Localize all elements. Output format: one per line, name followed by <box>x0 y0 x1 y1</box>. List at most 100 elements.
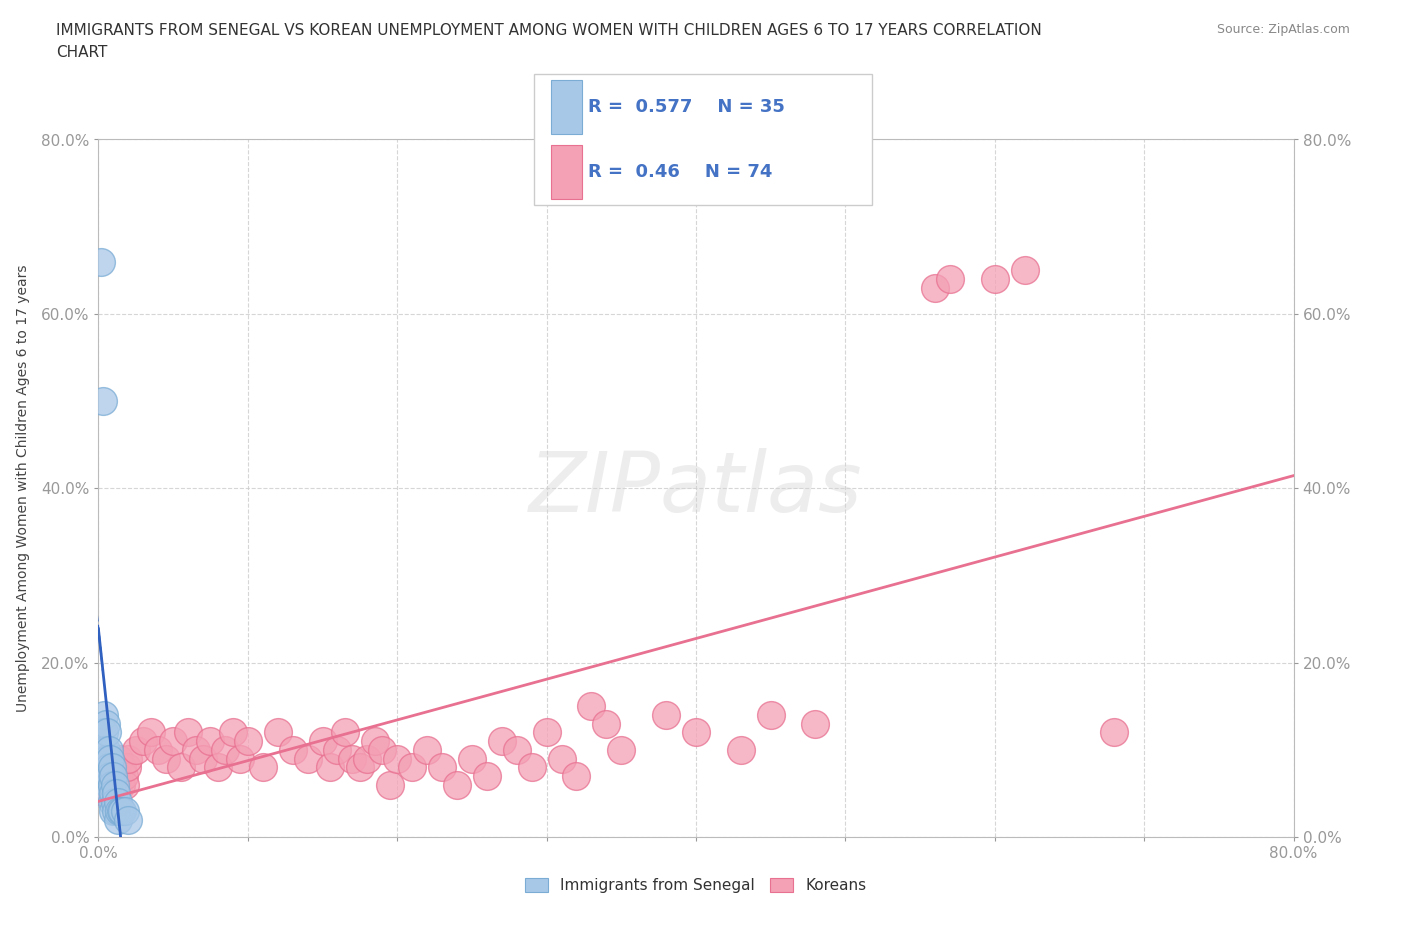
Point <box>371 742 394 757</box>
Point <box>105 786 128 801</box>
Y-axis label: Unemployment Among Women with Children Ages 6 to 17 years: Unemployment Among Women with Children A… <box>15 264 30 712</box>
Point <box>97 742 120 757</box>
Point <box>177 725 200 740</box>
Text: R =  0.577    N = 35: R = 0.577 N = 35 <box>588 98 785 116</box>
Point <box>491 734 513 749</box>
Point <box>110 804 132 818</box>
Point <box>155 751 177 766</box>
Point <box>107 812 129 827</box>
Point <box>97 777 120 792</box>
Point <box>115 760 138 775</box>
Point <box>94 742 117 757</box>
Point <box>730 742 752 757</box>
Point <box>96 760 118 775</box>
Point <box>565 768 588 783</box>
Point <box>430 760 453 775</box>
Point <box>108 804 131 818</box>
Point <box>112 768 135 783</box>
Point <box>100 751 122 766</box>
Point <box>229 751 252 766</box>
Point <box>506 742 529 757</box>
Point <box>252 760 274 775</box>
Point <box>96 725 118 740</box>
Point <box>385 751 409 766</box>
Point <box>924 280 946 295</box>
Point <box>461 751 484 766</box>
Point <box>105 804 128 818</box>
Point <box>236 734 259 749</box>
Point <box>93 751 115 766</box>
Point <box>200 734 222 749</box>
Point <box>342 751 364 766</box>
Point <box>207 760 229 775</box>
Point <box>111 804 134 818</box>
Point <box>104 777 127 792</box>
Point <box>520 760 543 775</box>
Point <box>333 725 356 740</box>
Point <box>416 742 439 757</box>
Point <box>94 760 117 775</box>
Point <box>319 760 342 775</box>
Point <box>107 768 129 783</box>
Point <box>100 768 122 783</box>
Point <box>191 751 214 766</box>
Text: R =  0.46    N = 74: R = 0.46 N = 74 <box>588 163 772 181</box>
Point <box>184 742 207 757</box>
Point <box>94 768 117 783</box>
Point <box>96 768 118 783</box>
Text: CHART: CHART <box>56 45 108 60</box>
Point <box>148 742 170 757</box>
Text: IMMIGRANTS FROM SENEGAL VS KOREAN UNEMPLOYMENT AMONG WOMEN WITH CHILDREN AGES 6 : IMMIGRANTS FROM SENEGAL VS KOREAN UNEMPL… <box>56 23 1042 38</box>
Point <box>100 786 122 801</box>
Point <box>117 751 139 766</box>
Point <box>101 777 124 792</box>
Point <box>536 725 558 740</box>
Point <box>267 725 290 740</box>
Point <box>364 734 387 749</box>
Point <box>550 751 572 766</box>
Point <box>356 751 378 766</box>
Point <box>139 725 162 740</box>
Point <box>91 393 114 408</box>
Point <box>101 760 124 775</box>
Point <box>97 760 120 775</box>
Point <box>685 725 707 740</box>
Point <box>1014 263 1036 278</box>
Point <box>610 742 633 757</box>
Point <box>595 716 617 731</box>
Point <box>111 760 134 775</box>
Point <box>132 734 155 749</box>
Point <box>94 716 117 731</box>
Point <box>101 768 124 783</box>
Point <box>281 742 304 757</box>
Point <box>103 760 125 775</box>
Point <box>93 777 115 792</box>
Point <box>1104 725 1126 740</box>
Point <box>91 760 114 775</box>
Point <box>939 272 962 286</box>
Point <box>401 760 423 775</box>
Point <box>104 777 127 792</box>
Point <box>104 794 127 809</box>
Point <box>475 768 498 783</box>
Point <box>125 742 148 757</box>
Point <box>581 698 603 713</box>
Point <box>100 751 122 766</box>
Point <box>114 804 136 818</box>
Point <box>97 777 120 792</box>
Point <box>94 786 117 801</box>
Point <box>169 760 191 775</box>
Legend: Immigrants from Senegal, Koreans: Immigrants from Senegal, Koreans <box>519 871 873 899</box>
Point <box>93 742 115 757</box>
Text: ZIPatlas: ZIPatlas <box>529 447 863 529</box>
Point <box>222 725 245 740</box>
Point <box>349 760 371 775</box>
Point <box>93 708 115 723</box>
Point <box>311 734 333 749</box>
Point <box>804 716 827 731</box>
Point <box>162 734 184 749</box>
Point <box>759 708 782 723</box>
Point <box>103 804 125 818</box>
Point <box>103 786 125 801</box>
Point <box>110 777 132 792</box>
